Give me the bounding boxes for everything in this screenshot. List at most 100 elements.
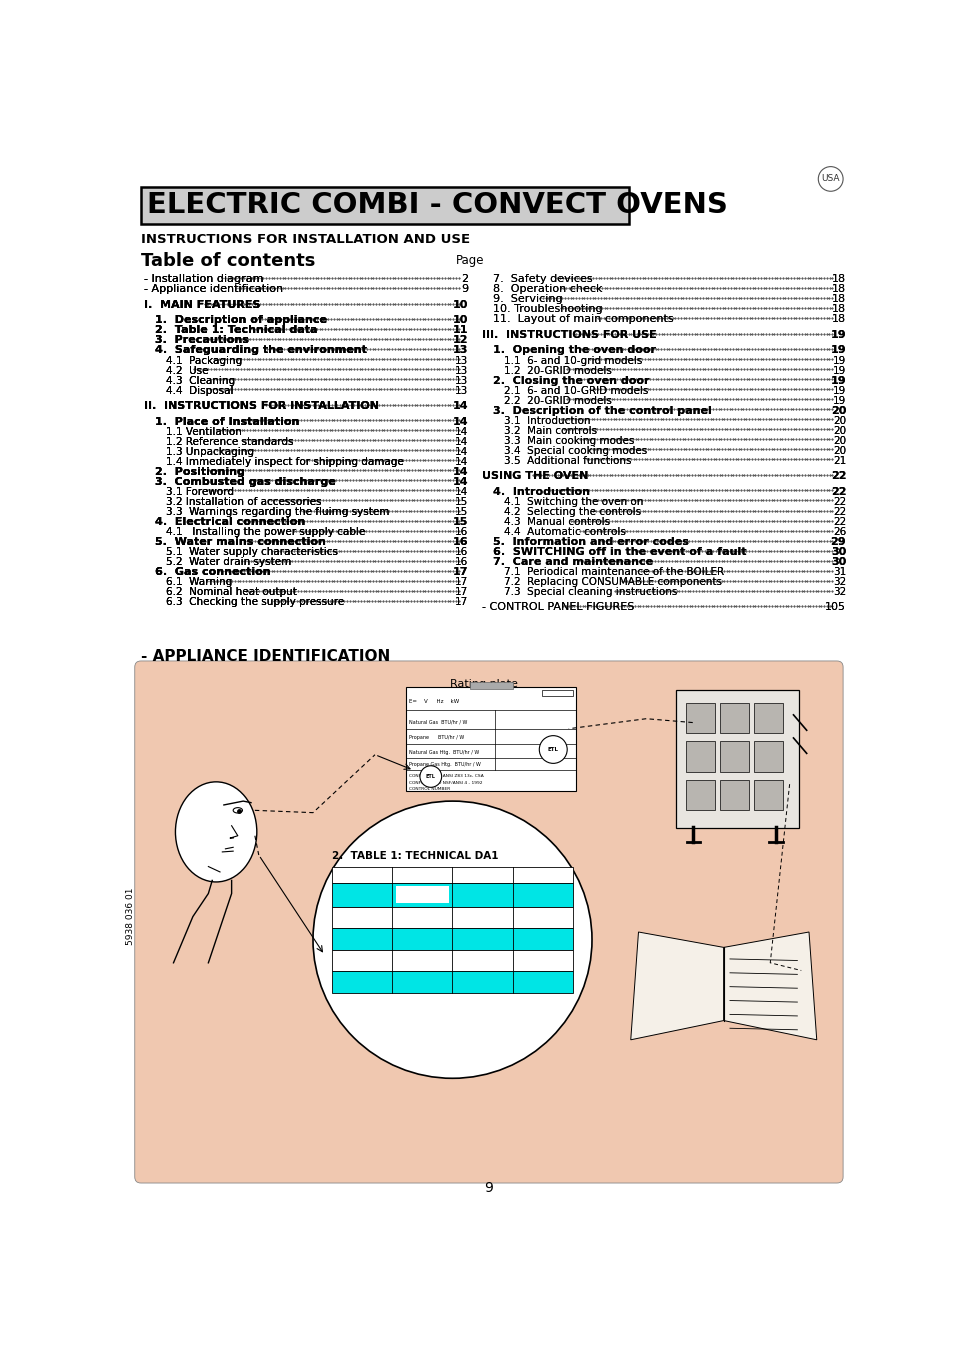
Text: 7.2  Replacing CONSUMABLE components: 7.2 Replacing CONSUMABLE components — [503, 576, 720, 587]
Text: 3.1 Foreword: 3.1 Foreword — [166, 486, 233, 497]
Text: 6.  Gas connection: 6. Gas connection — [154, 567, 271, 576]
Text: 22: 22 — [832, 497, 845, 506]
Text: 26: 26 — [832, 526, 845, 537]
Text: 4.1   Installing the power supply cable: 4.1 Installing the power supply cable — [166, 526, 365, 537]
Text: 2.  Closing the oven door: 2. Closing the oven door — [493, 375, 649, 386]
Text: 7.1  Periodical maintenance of the BOILER: 7.1 Periodical maintenance of the BOILER — [503, 567, 723, 576]
Text: 1.2 Reference standards: 1.2 Reference standards — [166, 436, 293, 447]
Text: 2.  TABLE 1: TECHNICAL DA1: 2. TABLE 1: TECHNICAL DA1 — [332, 850, 498, 861]
Text: 17: 17 — [452, 567, 468, 576]
Text: 29: 29 — [830, 537, 845, 547]
Text: 6.3  Checking the supply pressure: 6.3 Checking the supply pressure — [166, 597, 344, 606]
Text: 31: 31 — [832, 567, 845, 576]
Circle shape — [313, 801, 592, 1079]
Text: 4.3  Cleaning: 4.3 Cleaning — [166, 375, 234, 386]
Text: 15: 15 — [452, 517, 468, 526]
Text: 19: 19 — [830, 375, 845, 386]
Text: 22: 22 — [832, 517, 845, 526]
Text: 2.  Positioning: 2. Positioning — [154, 467, 245, 477]
Text: 19: 19 — [830, 329, 845, 340]
Text: 4.2  Use: 4.2 Use — [166, 366, 208, 375]
Text: 6.  Gas connection: 6. Gas connection — [154, 567, 271, 576]
Text: 7.  Safety devices: 7. Safety devices — [493, 274, 592, 285]
Text: 19: 19 — [832, 396, 845, 405]
Text: 32: 32 — [832, 587, 845, 597]
Text: - Appliance identification: - Appliance identification — [144, 285, 283, 294]
Text: 11: 11 — [452, 325, 468, 335]
Text: 2.1  6- and 10-GRID models: 2.1 6- and 10-GRID models — [503, 386, 647, 396]
Text: 13: 13 — [455, 375, 468, 386]
Text: - Appliance identification: - Appliance identification — [144, 285, 283, 294]
Text: 3.5  Additional functions: 3.5 Additional functions — [503, 455, 631, 466]
FancyBboxPatch shape — [332, 949, 572, 971]
Text: 6.3  Checking the supply pressure: 6.3 Checking the supply pressure — [166, 597, 344, 606]
Text: 21: 21 — [832, 455, 845, 466]
Text: 17: 17 — [455, 587, 468, 597]
Text: 3.  Precautions: 3. Precautions — [154, 336, 249, 346]
Text: Natural Gas  BTU/hr / W: Natural Gas BTU/hr / W — [409, 720, 467, 725]
Text: 22: 22 — [830, 486, 845, 497]
Text: 2.  Positioning: 2. Positioning — [154, 467, 245, 477]
FancyBboxPatch shape — [720, 741, 748, 772]
Text: 14: 14 — [452, 477, 468, 486]
Text: 2.  Table 1: Technical data: 2. Table 1: Technical data — [154, 325, 317, 335]
Text: Rating plate: Rating plate — [449, 679, 517, 690]
Text: 5.2  Water drain system: 5.2 Water drain system — [166, 556, 291, 567]
Text: 4.  Safeguarding the environment: 4. Safeguarding the environment — [154, 346, 366, 355]
Text: I.  MAIN FEATURES: I. MAIN FEATURES — [144, 300, 260, 310]
Text: 20: 20 — [832, 436, 845, 446]
Text: 30: 30 — [830, 556, 845, 567]
Text: 2.1  6- and 10-GRID models: 2.1 6- and 10-GRID models — [503, 386, 647, 396]
Text: III.  INSTRUCTIONS FOR USE: III. INSTRUCTIONS FOR USE — [481, 329, 656, 340]
Text: 17: 17 — [455, 597, 468, 606]
Text: 1.2  20-GRID models: 1.2 20-GRID models — [503, 366, 611, 375]
Text: 13: 13 — [455, 366, 468, 375]
FancyBboxPatch shape — [332, 867, 572, 883]
Text: INSTRUCTIONS FOR INSTALLATION AND USE: INSTRUCTIONS FOR INSTALLATION AND USE — [141, 232, 470, 246]
Text: 4.1  Packaging: 4.1 Packaging — [166, 355, 242, 366]
Text: 14: 14 — [455, 456, 468, 467]
Text: 29: 29 — [830, 537, 845, 547]
Text: 14: 14 — [455, 447, 468, 456]
Text: 8.  Operation check: 8. Operation check — [493, 285, 601, 294]
Text: 19: 19 — [832, 366, 845, 375]
Text: 10: 10 — [452, 300, 468, 310]
Text: USING THE OVEN: USING THE OVEN — [481, 471, 588, 481]
Text: 22: 22 — [832, 517, 845, 526]
Text: 1.2 Reference standards: 1.2 Reference standards — [166, 436, 293, 447]
Text: 3.1  Introduction: 3.1 Introduction — [503, 416, 590, 425]
FancyBboxPatch shape — [332, 907, 572, 929]
Text: 5.  Information and error codes: 5. Information and error codes — [493, 537, 688, 547]
Text: 20: 20 — [830, 405, 845, 416]
Text: 12: 12 — [452, 336, 468, 346]
Text: 10: 10 — [452, 316, 468, 325]
Text: 6.1  Warning: 6.1 Warning — [166, 576, 232, 587]
Text: 16: 16 — [452, 537, 468, 547]
FancyBboxPatch shape — [332, 883, 572, 907]
Text: 4.2  Use: 4.2 Use — [166, 366, 208, 375]
Text: 14: 14 — [455, 427, 468, 436]
Text: 7.2  Replacing CONSUMABLE components: 7.2 Replacing CONSUMABLE components — [503, 576, 720, 587]
Text: 1.  Opening the oven door: 1. Opening the oven door — [493, 346, 655, 355]
Text: 1.1 Ventilation: 1.1 Ventilation — [166, 427, 241, 436]
Text: 19: 19 — [830, 346, 845, 355]
Text: 4.  Safeguarding the environment: 4. Safeguarding the environment — [154, 346, 366, 355]
Text: 1.  Place of Installation: 1. Place of Installation — [154, 417, 299, 427]
Text: 6.2  Nominal heat output: 6.2 Nominal heat output — [166, 587, 296, 597]
Text: 14: 14 — [455, 456, 468, 467]
FancyBboxPatch shape — [720, 779, 748, 810]
Text: CONTROL NUMBER: CONTROL NUMBER — [409, 787, 450, 791]
Text: 3.3  Warnings regarding the fluimg system: 3.3 Warnings regarding the fluimg system — [166, 506, 389, 517]
Text: 32: 32 — [832, 587, 845, 597]
Text: 14: 14 — [455, 486, 468, 497]
Text: II.  INSTRUCTIONS FOR INSTALLATION: II. INSTRUCTIONS FOR INSTALLATION — [144, 401, 378, 410]
Text: 2: 2 — [460, 274, 468, 285]
Text: 16: 16 — [455, 526, 468, 537]
Text: 3.  Precautions: 3. Precautions — [154, 336, 249, 346]
Text: 4.  Electrical connection: 4. Electrical connection — [154, 517, 305, 526]
Text: 7.3  Special cleaning instructions: 7.3 Special cleaning instructions — [503, 587, 677, 597]
Text: 22: 22 — [832, 506, 845, 517]
Text: 16: 16 — [455, 547, 468, 556]
Text: 3.2 Installation of accessories: 3.2 Installation of accessories — [166, 497, 321, 506]
Text: 14: 14 — [452, 477, 468, 486]
